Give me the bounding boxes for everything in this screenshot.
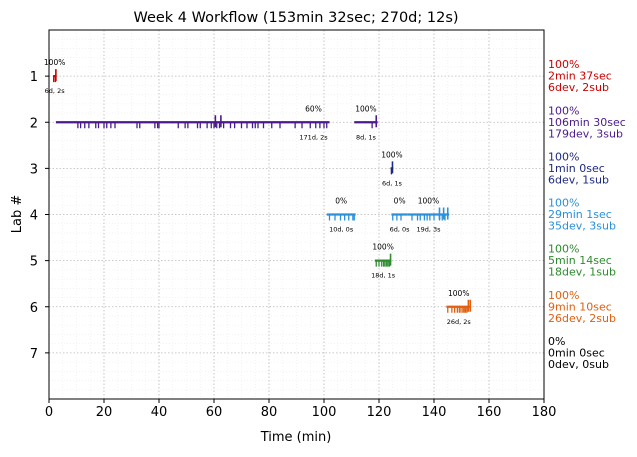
segment-info-label: 6d, 2s: [45, 87, 66, 95]
x-tick-label: 140: [422, 405, 447, 420]
y-tick-label: 7: [30, 347, 38, 362]
y-tick-label: 6: [30, 301, 38, 316]
data-layer: 100% 6d, 2s 60% 171d, 2s 100% 8d, 1s 100% 6d, 1…: [44, 58, 471, 326]
y-tick-label: 2: [30, 116, 38, 131]
lab-summary-line: 100%: [548, 243, 579, 256]
segment-info-label: 6d, 1s: [382, 179, 403, 187]
lab-summary-line: 2min 37sec: [548, 70, 612, 83]
segment-info-label: 8d, 1s: [356, 133, 377, 141]
x-tick-label: 120: [367, 405, 392, 420]
lab-summary-line: 100%: [548, 150, 579, 163]
y-tick-label: 5: [30, 255, 38, 270]
segment-percent-label: 100%: [381, 150, 402, 159]
segment-percent-label: 100%: [418, 197, 439, 206]
lab-summary-line: 0dev, 0sub: [548, 358, 609, 371]
y-axis-label: Lab #: [10, 195, 25, 234]
lab-summary-line: 35dev, 3sub: [548, 220, 616, 233]
segment-percent-label: 100%: [372, 243, 393, 252]
lab-summary-line: 5min 14sec: [548, 254, 612, 267]
lab-summary-line: 18dev, 1sub: [548, 266, 616, 279]
x-axis-label: Time (min): [260, 430, 332, 445]
lab-summary-line: 100%: [548, 289, 579, 302]
x-tick-label: 160: [477, 405, 502, 420]
segment-percent-label: 100%: [355, 104, 376, 113]
lab-summary-line: 0min 0sec: [548, 346, 605, 359]
y-tick-label: 3: [30, 162, 38, 177]
segment-percent-label: 0%: [335, 197, 347, 206]
x-tick-label: 20: [96, 405, 113, 420]
lab-summary-line: 100%: [548, 197, 579, 210]
lab-summary-line: 100%: [548, 104, 579, 117]
x-tick-label: 60: [206, 405, 223, 420]
lab-summary-line: 0%: [548, 335, 565, 348]
y-tick-label: 4: [30, 209, 38, 224]
segment-info-label: 10d, 0s: [329, 226, 354, 234]
segment-info-label: 171d, 2s: [299, 133, 328, 141]
segment-info-label: 19d, 3s: [416, 226, 441, 234]
x-tick-label: 40: [151, 405, 168, 420]
segment-percent-label: 100%: [44, 58, 65, 67]
segment-percent-label: 100%: [448, 289, 469, 298]
segment-percent-label: 60%: [305, 104, 322, 113]
x-tick-label: 100: [312, 405, 337, 420]
segment-info-label: 26d, 2s: [447, 318, 472, 326]
axis-layer: 0 20 40 60 80 100 120 140 160 180 1 2 3 4 5 6 7: [30, 70, 557, 420]
chart-title: Week 4 Workflow (153min 32sec; 270d; 12s…: [133, 10, 458, 26]
lab-summary-line: 26dev, 2sub: [548, 312, 616, 325]
segment-percent-label: 0%: [394, 197, 406, 206]
lab-summary-line: 179dev, 3sub: [548, 127, 623, 140]
x-tick-label: 180: [532, 405, 557, 420]
x-tick-label: 80: [261, 405, 278, 420]
segment-info-label: 6d, 0s: [390, 226, 411, 234]
x-tick-label: 0: [45, 405, 53, 420]
segment-info-label: 18d, 1s: [371, 272, 396, 280]
lab-summary-line: 100%: [548, 58, 579, 71]
lab-summary-line: 6dev, 1sub: [548, 173, 609, 186]
y-tick-label: 1: [30, 70, 38, 85]
lab-summary-line: 106min 30sec: [548, 116, 626, 129]
lab-summary-line: 1min 0sec: [548, 162, 605, 175]
lab-summary-line: 6dev, 2sub: [548, 81, 609, 94]
grid-layer: [48, 30, 545, 399]
lab-summary-line: 9min 10sec: [548, 300, 612, 313]
lab-summary-line: 29min 1sec: [548, 208, 612, 221]
